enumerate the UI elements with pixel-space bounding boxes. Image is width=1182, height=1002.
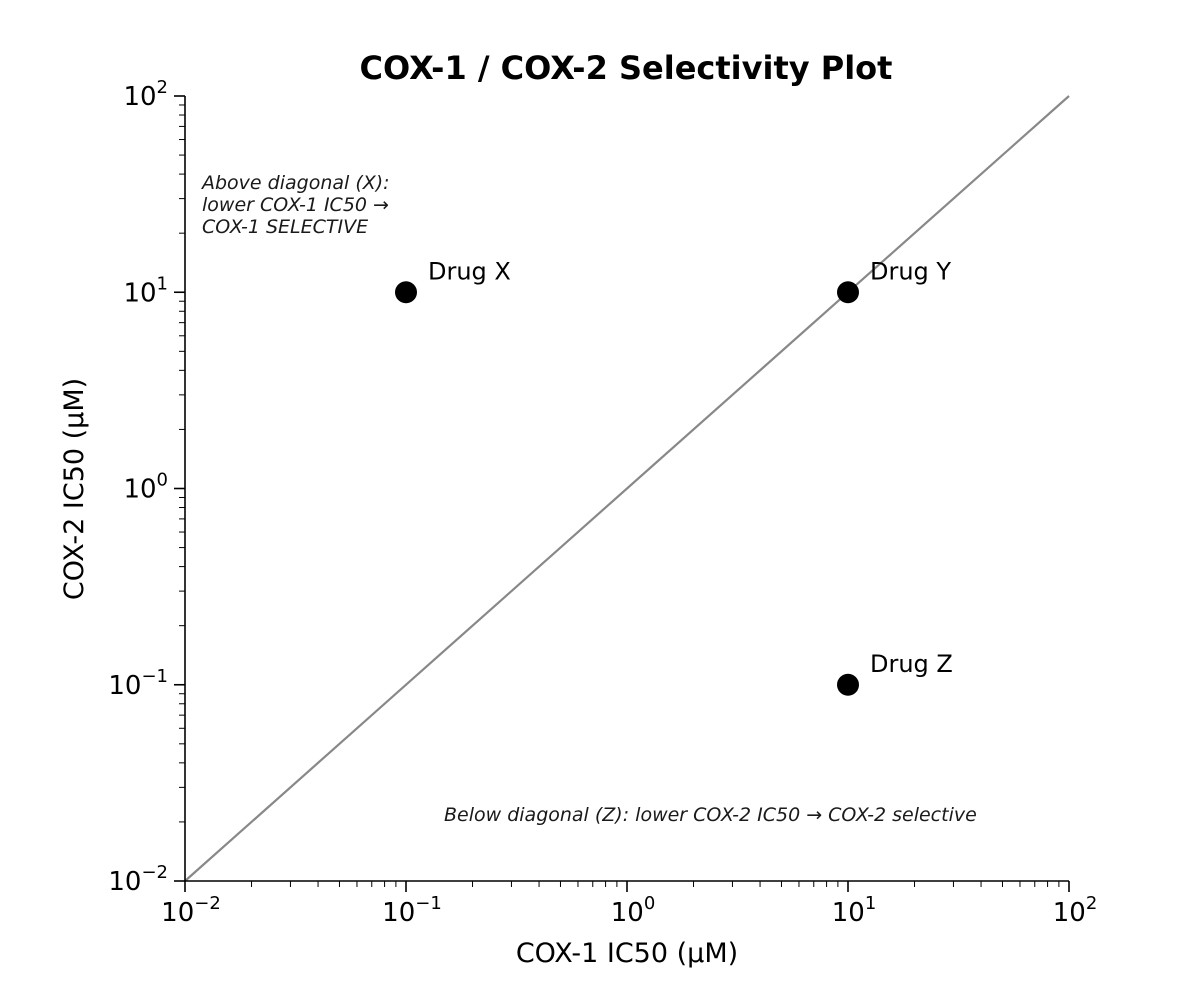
y-tick-label: 101 <box>123 273 168 308</box>
diagonal-reference-line <box>184 95 1070 882</box>
x-tick-label: 10−2 <box>161 893 221 928</box>
y-tick-labels: 10−2 10−1 100 101 102 <box>108 77 168 897</box>
chart-title: COX-1 / COX-2 Selectivity Plot <box>360 49 893 87</box>
annotation-above-diagonal: Above diagonal (X): lower COX-1 IC50 → COX… <box>200 172 390 238</box>
x-tick-labels: 10−2 10−1 100 101 102 <box>161 893 1097 928</box>
y-tick-label: 100 <box>123 470 168 505</box>
x-tick-label: 10−1 <box>382 893 442 928</box>
data-point-label: Drug Y <box>870 257 951 285</box>
x-tick-label: 101 <box>832 893 877 928</box>
data-point-label: Drug X <box>428 257 511 285</box>
data-points: Drug X Drug Y Drug Z <box>395 257 953 696</box>
y-tick-label: 10−1 <box>108 666 168 701</box>
y-tick-label: 10−2 <box>108 862 168 897</box>
data-point <box>837 281 859 304</box>
minor-ticks <box>179 104 1060 887</box>
x-axis-label: COX-1 IC50 (μM) <box>516 938 738 969</box>
data-point <box>395 281 417 304</box>
y-tick-label: 102 <box>123 77 168 112</box>
data-point-label: Drug Z <box>870 650 953 678</box>
y-axis-label: COX-2 IC50 (μM) <box>59 378 90 600</box>
major-ticks <box>174 95 1070 892</box>
x-tick-label: 100 <box>611 893 656 928</box>
x-tick-label: 102 <box>1053 893 1098 928</box>
annotation-below-diagonal: Below diagonal (Z): lower COX-2 IC50 → C… <box>444 804 977 826</box>
data-point <box>837 673 859 696</box>
